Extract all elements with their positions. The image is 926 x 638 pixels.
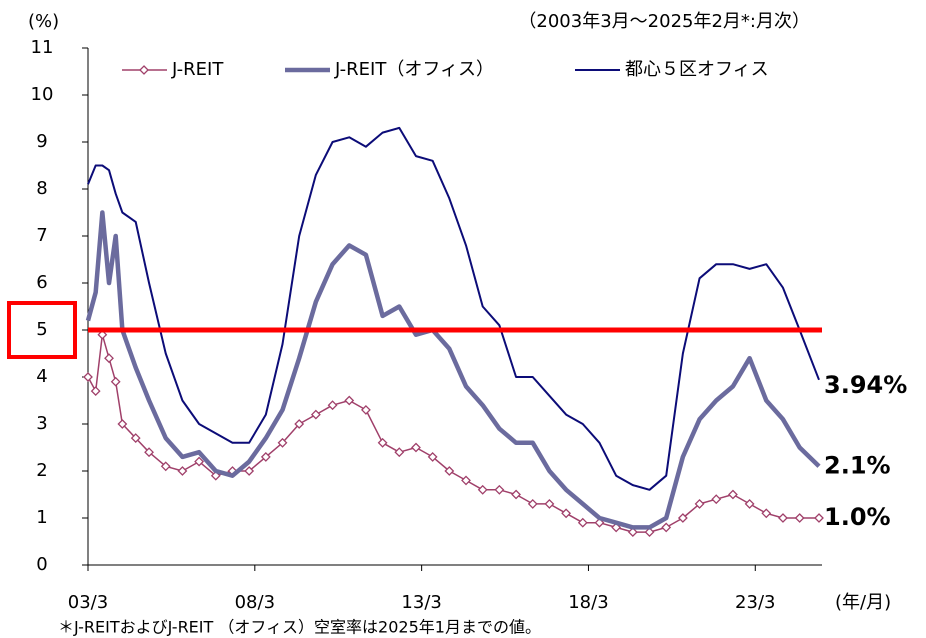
point-marker bbox=[794, 513, 805, 523]
point-marker bbox=[377, 437, 388, 448]
point-marker bbox=[727, 489, 738, 500]
point-marker bbox=[761, 508, 772, 519]
point-marker bbox=[814, 513, 824, 523]
point-marker bbox=[527, 498, 538, 509]
y-tick-label: 7 bbox=[36, 225, 47, 246]
point-marker bbox=[344, 395, 355, 406]
point-marker bbox=[210, 470, 221, 481]
y-tick-label: 1 bbox=[36, 507, 47, 528]
series-line bbox=[87, 126, 820, 491]
y-tick-label: 9 bbox=[36, 131, 47, 152]
x-tick-label: 23/3 bbox=[735, 592, 775, 613]
point-marker bbox=[277, 437, 288, 448]
end-label: 2.1% bbox=[824, 451, 891, 479]
legend-label: 都心５区オフィス bbox=[625, 59, 769, 80]
point-marker bbox=[711, 494, 722, 505]
point-marker bbox=[561, 508, 572, 519]
end-label: 1.0% bbox=[824, 503, 891, 531]
point-marker bbox=[494, 484, 505, 495]
x-tick-label: 13/3 bbox=[401, 592, 441, 613]
point-marker bbox=[394, 447, 405, 458]
legend-label: J-REIT bbox=[171, 59, 224, 80]
y-tick-label: 10 bbox=[31, 84, 54, 105]
y-tick-label: 2 bbox=[36, 460, 47, 481]
point-marker bbox=[477, 484, 488, 495]
point-marker bbox=[260, 451, 271, 462]
y-tick-label: 0 bbox=[36, 554, 47, 575]
point-marker bbox=[117, 419, 128, 429]
point-marker bbox=[778, 513, 788, 523]
point-marker bbox=[83, 372, 93, 382]
x-tick-label: 18/3 bbox=[568, 592, 608, 613]
point-marker bbox=[177, 466, 188, 476]
point-marker bbox=[144, 447, 154, 458]
y-axis-label: (%) bbox=[28, 11, 59, 32]
point-marker bbox=[130, 433, 141, 444]
series-line bbox=[85, 210, 821, 530]
point-marker bbox=[97, 329, 108, 340]
point-marker bbox=[677, 513, 688, 523]
point-marker bbox=[360, 404, 371, 415]
y-tick-label: 6 bbox=[36, 272, 47, 293]
point-marker bbox=[577, 517, 588, 528]
point-marker bbox=[294, 419, 305, 429]
point-marker bbox=[511, 489, 521, 500]
y-tick-label: 5 bbox=[36, 319, 47, 340]
x-tick-label: 03/3 bbox=[68, 592, 108, 613]
footnote: ＊J-REITおよびJ-REIT （オフィス）空室率は2025年1月までの値。 bbox=[58, 618, 541, 637]
series-line bbox=[87, 333, 819, 533]
point-marker bbox=[694, 498, 705, 509]
point-marker bbox=[444, 466, 455, 476]
point-marker bbox=[627, 527, 638, 538]
y-tick-label: 4 bbox=[36, 366, 47, 387]
point-marker bbox=[110, 376, 121, 387]
point-marker bbox=[310, 409, 321, 420]
y-tick-label: 11 bbox=[31, 37, 54, 58]
point-marker bbox=[411, 442, 421, 453]
y-tick-label: 3 bbox=[36, 413, 47, 434]
point-marker bbox=[327, 400, 338, 411]
subtitle: （2003年3月～2025年2月*:月次） bbox=[518, 11, 810, 32]
point-marker bbox=[594, 517, 605, 528]
point-marker bbox=[544, 498, 555, 509]
point-marker bbox=[427, 451, 438, 462]
end-label: 3.94% bbox=[824, 371, 907, 399]
x-tick-label: 08/3 bbox=[235, 592, 275, 613]
point-marker bbox=[244, 466, 255, 476]
point-marker bbox=[90, 386, 101, 397]
y-tick-label: 8 bbox=[36, 178, 47, 199]
legend-label: J-REIT（オフィス） bbox=[334, 59, 494, 80]
point-marker bbox=[661, 522, 672, 533]
legend-marker bbox=[139, 65, 149, 75]
point-marker bbox=[194, 456, 205, 467]
x-axis-label: (年/月) bbox=[835, 592, 891, 613]
highlight-box bbox=[7, 301, 77, 359]
point-marker bbox=[461, 475, 471, 486]
point-marker bbox=[744, 498, 755, 509]
point-marker bbox=[644, 527, 655, 538]
point-marker bbox=[160, 461, 171, 472]
point-marker bbox=[104, 353, 114, 364]
